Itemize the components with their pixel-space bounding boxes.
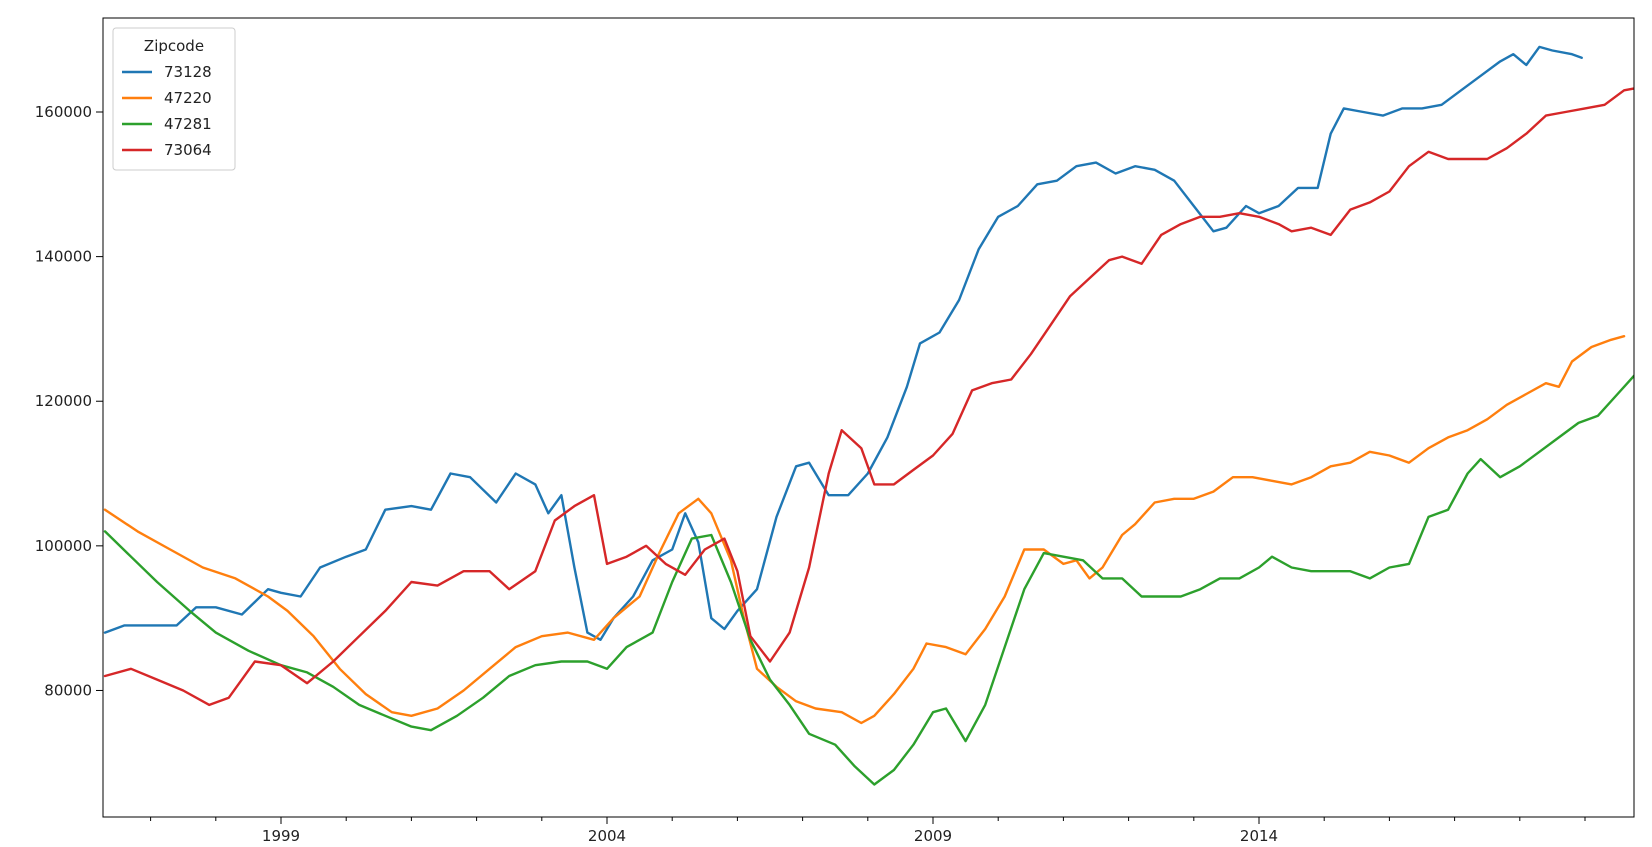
- legend-box: [112, 27, 236, 171]
- plot-frame: [102, 17, 1635, 818]
- series-layer: [103, 45, 1634, 786]
- x-tick-label-2009: 2009: [914, 827, 952, 845]
- x-axis: 1999 2004 2009 2014: [150, 817, 1586, 845]
- legend-label-73128: 73128: [164, 63, 212, 81]
- series-line-47281: [103, 374, 1634, 786]
- legend-title: Zipcode: [144, 37, 204, 55]
- legend-label-73064: 73064: [164, 141, 212, 159]
- series-line-47220: [103, 335, 1626, 725]
- x-tick-label-2014: 2014: [1240, 827, 1278, 845]
- plot-background: [103, 18, 1634, 817]
- legend-label-47281: 47281: [164, 115, 212, 133]
- legend-label-47220: 47220: [164, 89, 212, 107]
- y-tick-label-160000: 160000: [35, 103, 92, 121]
- legend: Zipcode 73128 47220 47281 73064: [112, 27, 236, 171]
- x-tick-label-1999: 1999: [262, 827, 300, 845]
- series-line-73064: [103, 87, 1634, 707]
- series-line-73128: [103, 45, 1583, 641]
- y-axis: 80000 100000 120000 140000 160000: [35, 103, 103, 699]
- y-tick-label-140000: 140000: [35, 248, 92, 266]
- y-tick-label-120000: 120000: [35, 392, 92, 410]
- x-tick-label-2004: 2004: [588, 827, 626, 845]
- y-tick-label-80000: 80000: [44, 681, 92, 699]
- y-tick-label-100000: 100000: [35, 537, 92, 555]
